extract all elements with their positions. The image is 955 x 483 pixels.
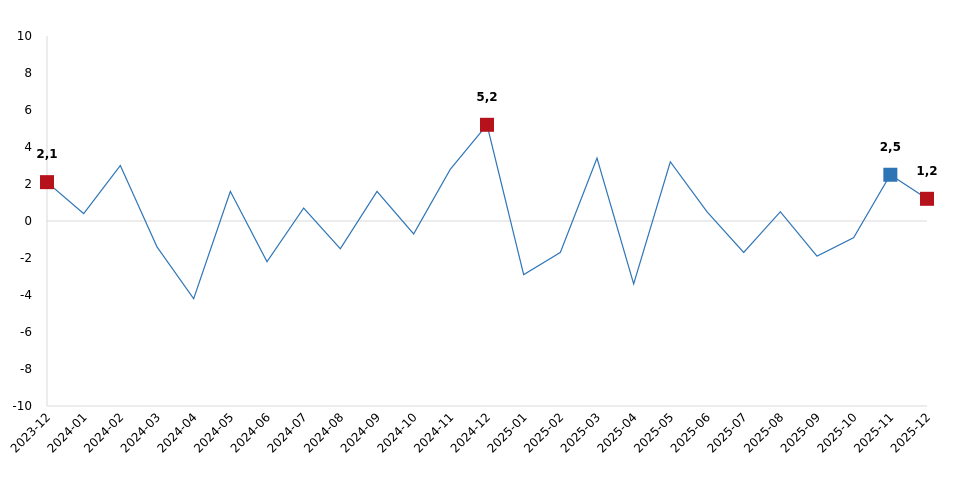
y-tick-label: -4 <box>20 288 32 302</box>
y-tick-label: -6 <box>20 325 32 339</box>
marker <box>40 175 54 190</box>
y-tick-label: 6 <box>24 103 32 117</box>
y-tick-label: 8 <box>24 66 32 80</box>
marker <box>920 191 934 206</box>
x-tick-label: 2025-12 <box>888 410 933 455</box>
marker <box>480 117 494 132</box>
y-tick-label: 4 <box>24 140 32 154</box>
data-label: 5,2 <box>476 90 497 104</box>
y-tick-label: 0 <box>24 214 32 228</box>
y-tick-label: 10 <box>17 29 32 43</box>
data-label: 2,1 <box>36 147 57 161</box>
marker <box>883 167 898 182</box>
y-tick-label: -8 <box>20 362 32 376</box>
y-tick-label: 2 <box>24 177 32 191</box>
line <box>46 123 928 301</box>
data-label: 2,5 <box>880 140 901 154</box>
y-tick-label: -2 <box>20 251 32 265</box>
y-tick-label: -10 <box>12 399 32 413</box>
data-label: 1,2 <box>916 164 937 178</box>
